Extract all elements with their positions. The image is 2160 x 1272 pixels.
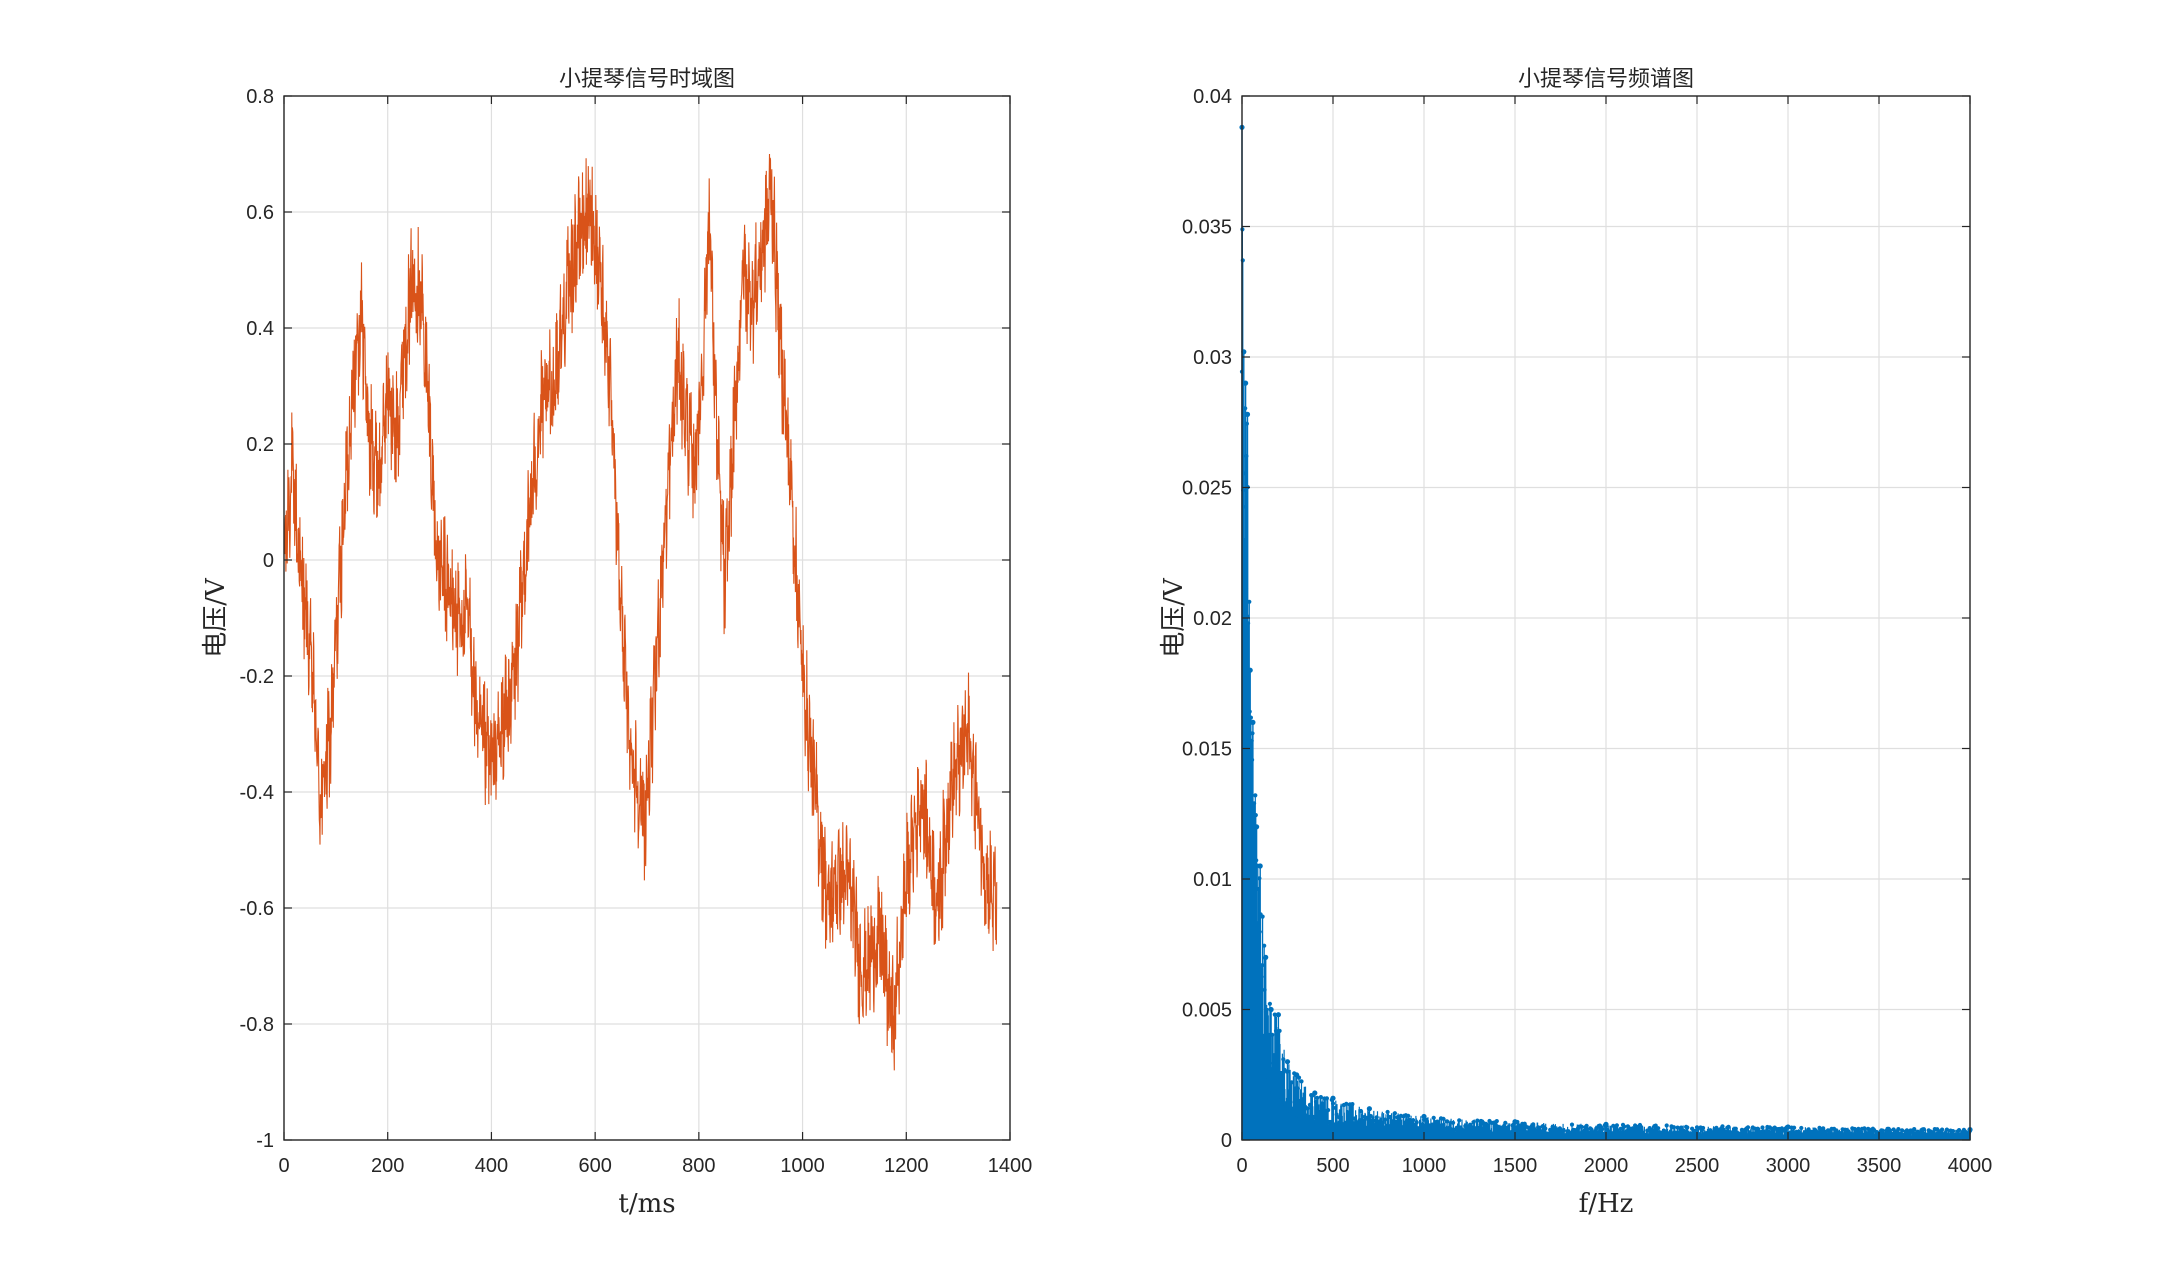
time-domain-ytick-label: 0.6 <box>246 202 274 224</box>
time-domain-ytick-label: 0 <box>263 550 274 572</box>
time-domain-ylabel: 电压/V <box>201 577 231 658</box>
time-domain-title: 小提琴信号时域图 <box>559 66 735 91</box>
spectrum-peak-marker <box>1275 1012 1281 1018</box>
spectrum-peak-marker <box>1512 1119 1518 1125</box>
time-domain-ytick-label: 0.2 <box>246 434 274 456</box>
time-domain-ytick-label: 0.4 <box>246 318 274 340</box>
spectrum-peak-marker <box>1785 1124 1791 1130</box>
spectrum-ytick-label: 0.015 <box>1182 739 1232 761</box>
spectrum-peak-marker <box>1257 863 1263 869</box>
spectrum-xtick-label: 2000 <box>1584 1155 1629 1177</box>
spectrum-peak-marker <box>1263 954 1269 960</box>
spectrum-peak-marker <box>1244 411 1251 417</box>
spectrum-peak-marker <box>1312 1090 1318 1096</box>
time-domain-ytick-label: 0.8 <box>246 86 274 108</box>
spectrum-ylabel: 电压/V <box>1159 577 1189 658</box>
spectrum-peak-marker <box>1284 1059 1291 1065</box>
spectrum-ytick-label: 0.04 <box>1193 86 1232 108</box>
time-domain-xtick-label: 800 <box>682 1155 715 1177</box>
spectrum-xtick-label: 1500 <box>1493 1155 1538 1177</box>
time-domain-axes: 0 200 400 600 800 1000 1200 1400 -1 -0.8 -0.6 -0.4 -… <box>201 66 1032 1219</box>
time-domain-xtick-label: 400 <box>475 1155 508 1177</box>
time-domain-ytick-label: -0.6 <box>240 898 274 920</box>
spectrum-peak-marker <box>1366 1106 1372 1112</box>
spectrum-ytick-label: 0.035 <box>1182 217 1232 239</box>
spectrum-xtick-label: 3500 <box>1857 1155 1902 1177</box>
spectrum-xlabel: f/Hz <box>1579 1189 1634 1219</box>
spectrum-ytick-label: 0.01 <box>1193 869 1232 891</box>
spectrum-ytick-label: 0.02 <box>1193 608 1232 630</box>
time-domain-xlabel: t/ms <box>618 1189 675 1219</box>
time-domain-xtick-label: 200 <box>371 1155 404 1177</box>
time-domain-xtick-label: 1000 <box>780 1155 825 1177</box>
time-domain-xtick-label: 0 <box>278 1155 289 1177</box>
time-domain-ytick-label: -0.4 <box>240 782 274 804</box>
spectrum-xtick-label: 1000 <box>1402 1155 1447 1177</box>
spectrum-xtick-label: 3000 <box>1766 1155 1811 1177</box>
spectrum-peak-marker <box>1243 380 1249 386</box>
spectrum-peak-marker <box>1421 1113 1427 1120</box>
spectrum-ytick-label: 0.03 <box>1193 347 1232 369</box>
spectrum-ytick-label: 0.025 <box>1182 478 1232 500</box>
time-domain-ytick-label: -1 <box>256 1130 274 1152</box>
spectrum-peak-marker <box>1330 1095 1336 1101</box>
time-domain-xtick-label: 600 <box>578 1155 611 1177</box>
time-domain-xtick-label: 1200 <box>884 1155 929 1177</box>
spectrum-peak-marker <box>1254 824 1260 830</box>
spectrum-peak-marker <box>1268 1006 1274 1013</box>
time-domain-signal-line <box>283 153 998 1071</box>
time-domain-frame <box>283 95 1011 1141</box>
time-domain-xtick-label: 1400 <box>988 1155 1033 1177</box>
spectrum-xtick-label: 0 <box>1236 1155 1247 1177</box>
spectrum-peak-marker <box>1247 667 1253 673</box>
spectrum-axes: 0 500 1000 1500 2000 2500 3000 3500 4000 0 0.005 0.… <box>1159 66 1992 1219</box>
spectrum-title: 小提琴信号频谱图 <box>1518 66 1694 91</box>
spectrum-xtick-label: 2500 <box>1675 1155 1720 1177</box>
time-domain-ytick-label: -0.8 <box>240 1014 274 1036</box>
spectrum-xtick-label: 4000 <box>1948 1155 1993 1177</box>
spectrum-peak-marker <box>1250 719 1256 726</box>
spectrum-peak-marker <box>1603 1121 1609 1127</box>
spectrum-ytick-label: 0 <box>1221 1130 1232 1152</box>
spectrum-peak-marker <box>1294 1072 1300 1078</box>
spectrum-xtick-label: 500 <box>1316 1155 1349 1177</box>
spectrum-ytick-label: 0.005 <box>1182 1000 1232 1022</box>
time-domain-ytick-label: -0.2 <box>240 666 274 688</box>
